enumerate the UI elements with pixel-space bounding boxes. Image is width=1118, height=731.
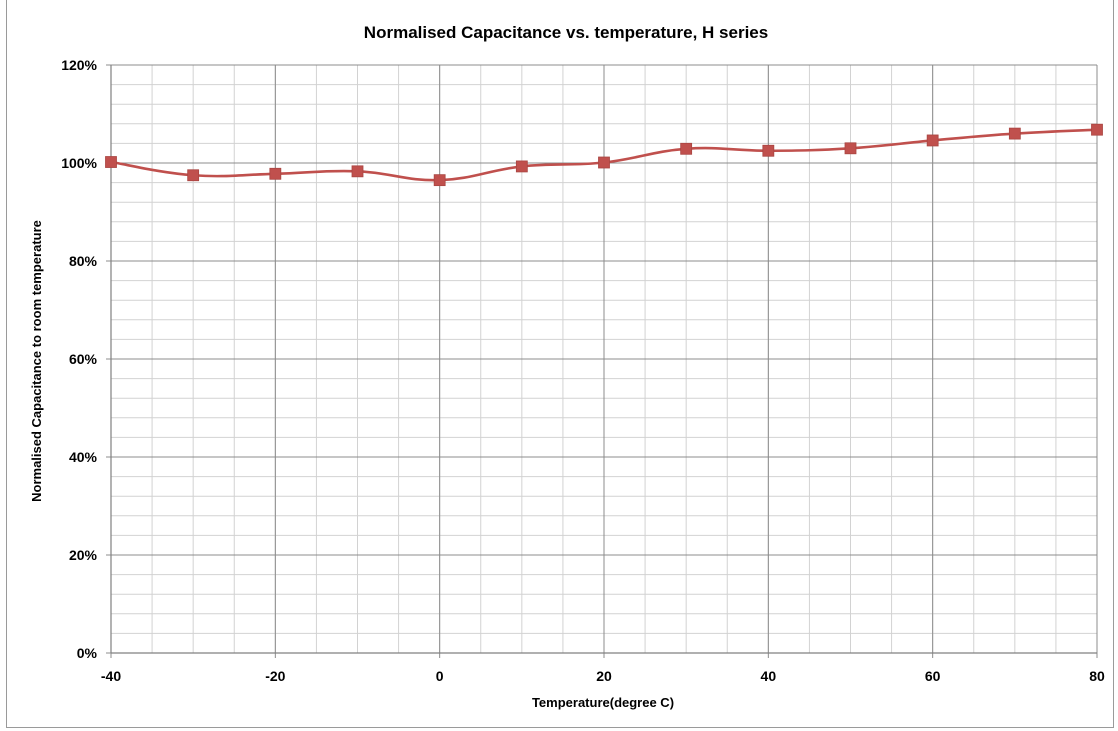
data-point-marker — [598, 156, 610, 169]
x-tick-label: 20 — [596, 668, 612, 684]
data-point-marker — [515, 160, 528, 173]
x-axis-label: Temperature(degree C) — [532, 695, 674, 710]
y-tick-label: 60% — [69, 351, 98, 367]
data-point-marker — [433, 174, 446, 187]
data-point-marker — [1008, 127, 1021, 140]
major-gridlines — [106, 64, 1098, 658]
x-tick-label: 0 — [436, 668, 444, 684]
y-tick-label: 120% — [61, 57, 97, 73]
y-tick-label: 40% — [69, 449, 98, 465]
series-group — [105, 123, 1103, 187]
data-point-marker — [105, 156, 117, 168]
chart-frame — [6, 0, 1114, 728]
data-point-marker — [926, 134, 939, 147]
data-point-marker — [187, 169, 200, 182]
data-point-marker — [269, 167, 282, 180]
data-point-marker — [1091, 123, 1103, 136]
data-point-marker — [351, 165, 364, 178]
data-point-marker — [844, 142, 857, 155]
chart-title: Normalised Capacitance vs. temperature, … — [364, 23, 768, 42]
x-tick-label: -20 — [265, 668, 285, 684]
x-tick-labels: -40 -20 0 20 40 60 80 — [101, 668, 1105, 684]
x-tick-label: 60 — [925, 668, 941, 684]
x-tick-label: 40 — [761, 668, 777, 684]
x-tick-label: 80 — [1089, 668, 1105, 684]
y-axis-label: Normalised Capacitance to room temperatu… — [29, 220, 44, 502]
y-tick-label: 80% — [69, 253, 98, 269]
y-tick-labels: 0% 20% 40% 60% 80% 100% 120% — [61, 57, 97, 661]
data-point-marker — [762, 144, 775, 157]
x-tick-label: -40 — [101, 668, 121, 684]
y-tick-label: 0% — [77, 645, 98, 661]
data-point-marker — [680, 142, 693, 155]
y-tick-label: 100% — [61, 155, 97, 171]
y-tick-label: 20% — [69, 547, 98, 563]
